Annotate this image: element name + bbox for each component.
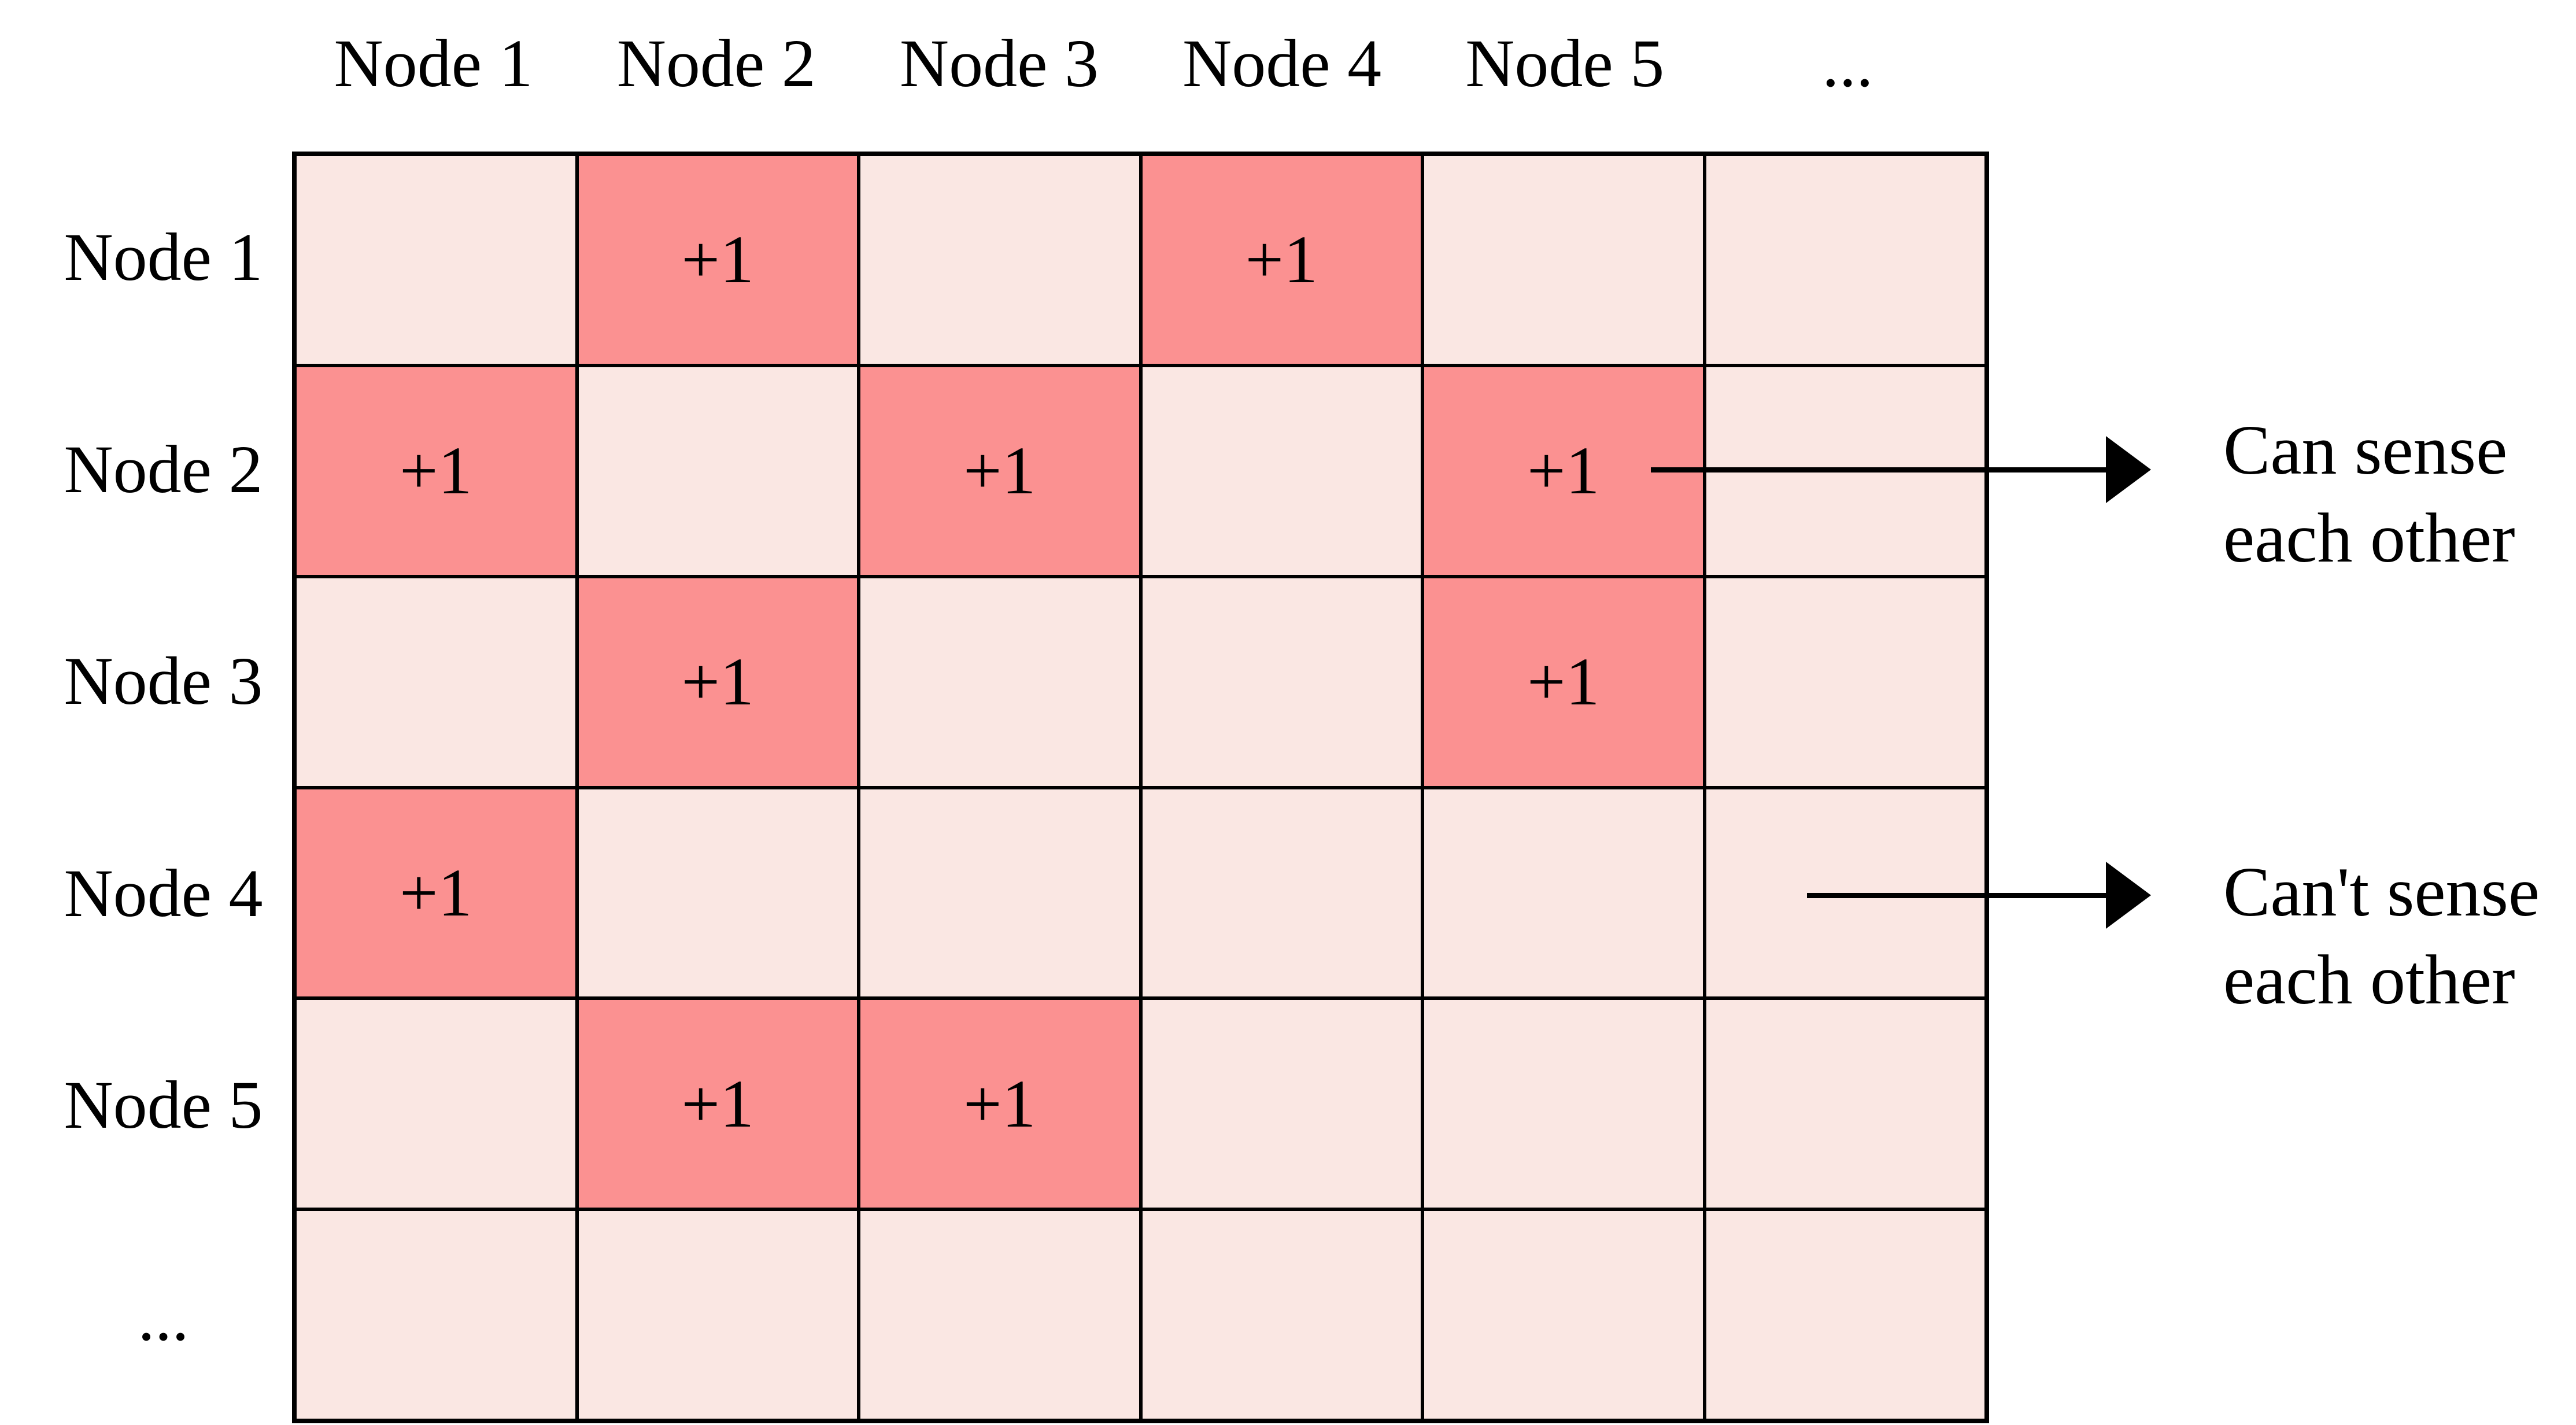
can-sense-label-line2: each other bbox=[2223, 499, 2515, 577]
row-headers: Node 1 Node 2 Node 3 Node 4 Node 5... bbox=[0, 152, 292, 1423]
matrix-cell-r1c3 bbox=[860, 156, 1139, 364]
column-header-6: ... bbox=[1822, 25, 1873, 101]
matrix-cell-r5c3: +1 bbox=[860, 1000, 1139, 1208]
matrix-cell-r3c2: +1 bbox=[578, 578, 857, 786]
adjacency-matrix-grid: +1 +1 +1 +1 +1 +1 +1 +1 +1 +1 bbox=[292, 152, 1989, 1423]
matrix-cell-r5c1 bbox=[297, 1000, 575, 1208]
matrix-cell-r6c3 bbox=[860, 1211, 1139, 1419]
matrix-cell-r5c6 bbox=[1706, 1000, 1984, 1208]
matrix-cell-r4c1: +1 bbox=[297, 789, 575, 997]
matrix-cell-r2c2 bbox=[578, 367, 857, 575]
row-header-4: Node 4 bbox=[64, 855, 263, 931]
matrix-cell-r3c5: +1 bbox=[1424, 578, 1703, 786]
cant-sense-arrow-line bbox=[1807, 893, 2108, 898]
cant-sense-label-line2: each other bbox=[2223, 941, 2515, 1019]
matrix-cell-r2c4 bbox=[1142, 367, 1421, 575]
matrix-cell-r2c3: +1 bbox=[860, 367, 1139, 575]
matrix-cell-r4c3 bbox=[860, 789, 1139, 997]
can-sense-label: Can sense each other bbox=[2223, 407, 2515, 582]
column-header-3: Node 3 bbox=[899, 25, 1099, 101]
matrix-cell-r1c5 bbox=[1424, 156, 1703, 364]
matrix-cell-r2c1: +1 bbox=[297, 367, 575, 575]
row-header-2: Node 2 bbox=[64, 431, 263, 507]
matrix-cell-r3c1 bbox=[297, 578, 575, 786]
matrix-cell-r1c2: +1 bbox=[578, 156, 857, 364]
column-headers: Node 1 Node 2 Node 3 Node 4 Node 5... bbox=[292, 6, 1989, 121]
matrix-cell-r1c1 bbox=[297, 156, 575, 364]
can-sense-label-line1: Can sense bbox=[2223, 411, 2508, 489]
row-header-1: Node 1 bbox=[64, 219, 263, 296]
matrix-cell-r5c2: +1 bbox=[578, 1000, 857, 1208]
cant-sense-label: Can't sense each other bbox=[2223, 848, 2540, 1024]
row-header-5: Node 5 bbox=[64, 1067, 263, 1143]
can-sense-arrow-head-icon bbox=[2106, 436, 2151, 503]
row-header-6: ... bbox=[138, 1279, 189, 1355]
cant-sense-label-line1: Can't sense bbox=[2223, 853, 2540, 931]
matrix-cell-r4c6 bbox=[1706, 789, 1984, 997]
matrix-cell-r4c4 bbox=[1142, 789, 1421, 997]
row-header-3: Node 3 bbox=[64, 643, 263, 719]
can-sense-arrow-line bbox=[1651, 467, 2108, 472]
column-header-4: Node 4 bbox=[1182, 25, 1382, 101]
matrix-cell-r6c2 bbox=[578, 1211, 857, 1419]
matrix-cell-r5c4 bbox=[1142, 1000, 1421, 1208]
column-header-5: Node 5 bbox=[1465, 25, 1665, 101]
matrix-cell-r3c3 bbox=[860, 578, 1139, 786]
matrix-cell-r4c2 bbox=[578, 789, 857, 997]
matrix-cell-r3c4 bbox=[1142, 578, 1421, 786]
cant-sense-arrow-head-icon bbox=[2106, 862, 2151, 929]
matrix-cell-r4c5 bbox=[1424, 789, 1703, 997]
matrix-cell-r6c4 bbox=[1142, 1211, 1421, 1419]
matrix-cell-r6c1 bbox=[297, 1211, 575, 1419]
matrix-cell-r5c5 bbox=[1424, 1000, 1703, 1208]
matrix-cell-r3c6 bbox=[1706, 578, 1984, 786]
matrix-cell-r1c4: +1 bbox=[1142, 156, 1421, 364]
matrix-cell-r6c5 bbox=[1424, 1211, 1703, 1419]
column-header-2: Node 2 bbox=[616, 25, 816, 101]
column-header-1: Node 1 bbox=[334, 25, 533, 101]
matrix-cell-r1c6 bbox=[1706, 156, 1984, 364]
matrix-cell-r6c6 bbox=[1706, 1211, 1984, 1419]
